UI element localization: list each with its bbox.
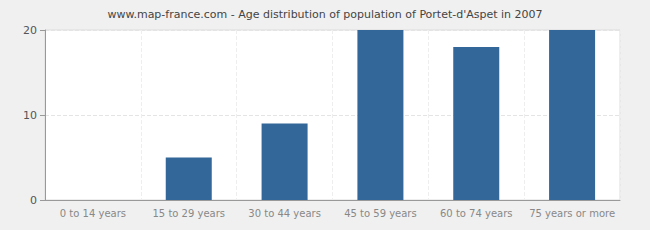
svg-text:10: 10 xyxy=(23,109,37,122)
svg-text:45 to 59 years: 45 to 59 years xyxy=(344,208,417,219)
svg-text:75 years or more: 75 years or more xyxy=(529,208,615,219)
svg-text:20: 20 xyxy=(23,24,37,37)
svg-text:15 to 29 years: 15 to 29 years xyxy=(152,208,225,219)
svg-text:30 to 44 years: 30 to 44 years xyxy=(248,208,321,219)
svg-text:www.map-france.com - Age distr: www.map-france.com - Age distribution of… xyxy=(107,8,542,21)
svg-text:0: 0 xyxy=(30,194,37,207)
svg-text:0 to 14 years: 0 to 14 years xyxy=(60,208,126,219)
svg-text:60 to 74 years: 60 to 74 years xyxy=(440,208,513,219)
